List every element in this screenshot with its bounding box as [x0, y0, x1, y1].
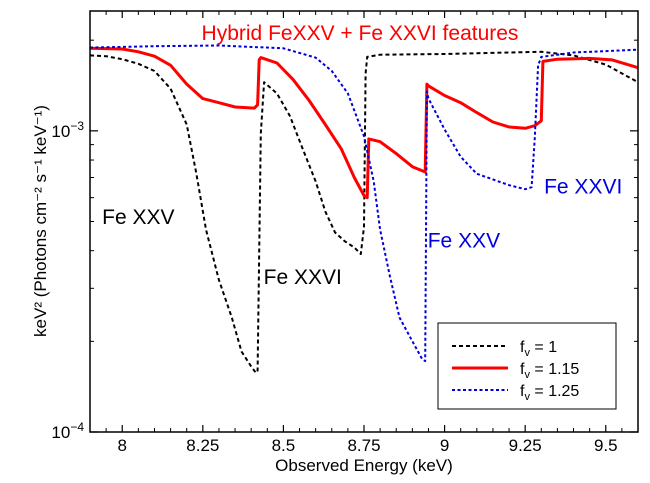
y-tick-label: 10−4: [51, 420, 84, 442]
x-tick-label: 8.25: [186, 436, 219, 455]
x-tick-label: 8.75: [347, 436, 380, 455]
legend-label: fv = 1.25: [520, 383, 579, 403]
chart-title: Hybrid FeXXV + Fe XXVI features: [202, 22, 519, 45]
x-tick-label: 9.5: [594, 436, 618, 455]
y-tick-exponent: −3: [70, 119, 84, 133]
x-tick-label: 9: [440, 436, 449, 455]
legend-label-value: = 1.25: [530, 383, 579, 400]
legend-label-var: f: [520, 383, 525, 400]
legend-label-var: f: [520, 361, 525, 378]
series-layer: [90, 44, 638, 374]
legend-label-subscript: v: [524, 347, 530, 359]
ticks-layer: 8 8.25 8.5 8.75 9 9.25 9.510−410−3: [51, 11, 639, 455]
legend-label-var: f: [520, 339, 525, 356]
y-tick-base: 10: [51, 122, 70, 141]
annotation-label: Fe XXV: [428, 229, 500, 252]
y-tick-exponent: −4: [70, 420, 84, 434]
x-tick-label: 8.5: [272, 436, 296, 455]
x-axis-label: Observed Energy (keV): [275, 456, 453, 475]
series-line-2: [90, 46, 638, 200]
y-tick-label: 10−3: [51, 119, 84, 141]
annotation-label: Fe XXVI: [544, 175, 622, 198]
legend-label-value: = 1: [530, 339, 557, 356]
legend-label-value: = 1.15: [530, 361, 579, 378]
y-axis-label: keV² (Photons cm⁻² s⁻¹ keV⁻¹): [31, 105, 50, 337]
annotation-label: Fe XXVI: [264, 266, 342, 289]
plot-frame: [89, 10, 639, 433]
series-line-3: [90, 44, 638, 363]
legend-label-subscript: v: [524, 369, 530, 381]
x-tick-label: 9.25: [509, 436, 542, 455]
y-tick-base: 10: [51, 423, 70, 442]
legend-label: fv = 1: [520, 339, 557, 359]
annotation-layer: Fe XXV Fe XXVI Fe XXV Fe XXVI: [102, 175, 622, 289]
annotation-label: Fe XXV: [102, 206, 174, 229]
legend-box: [437, 322, 617, 410]
legend-label: fv = 1.15: [520, 361, 579, 381]
legend-label-subscript: v: [524, 391, 530, 403]
x-tick-label: 8: [118, 436, 127, 455]
